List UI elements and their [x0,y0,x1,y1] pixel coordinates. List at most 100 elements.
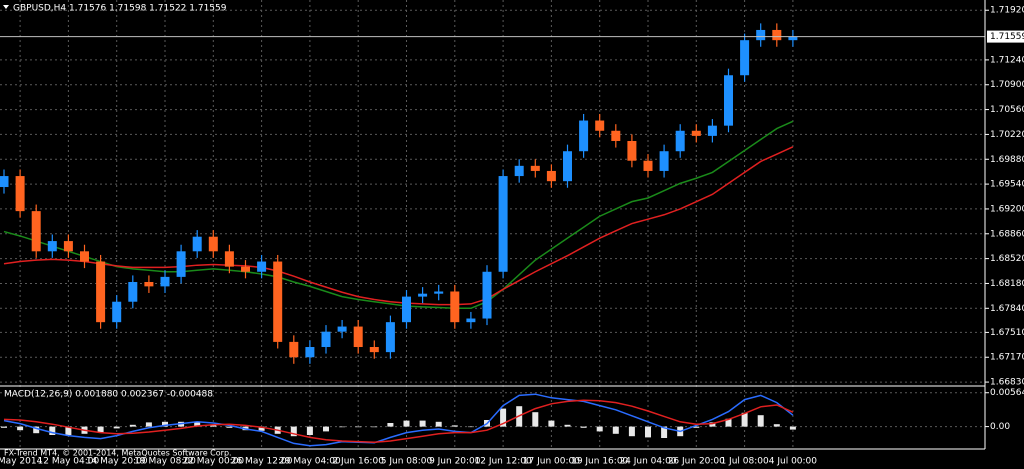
x-tick-label: 12 Jun 12:00 [475,457,532,467]
candle-body [402,296,411,323]
x-tick-label: 12 May 04:00 [38,457,100,467]
candle-body [418,293,428,297]
x-tick-label: 24 Jun 04:00 [619,457,676,467]
histogram-bar [355,426,362,428]
histogram-bar [467,426,474,428]
candle-body [80,251,89,262]
indicator-line [3,146,794,306]
candle-body [257,261,267,272]
x-tick-label: 29 May 04:00 [279,457,341,467]
y-tick-label: 1.69540 [990,180,1024,190]
y-tick-label: 1.69880 [990,155,1024,165]
y-tick-label: 1.68860 [990,229,1024,239]
candle-body [466,318,476,323]
histogram-bar [693,426,700,428]
candle-body [208,236,218,252]
histogram-bar [645,426,651,438]
candle-body [579,120,589,152]
histogram-bar [741,412,748,427]
histogram-bar [162,421,168,427]
histogram-bar [661,426,668,438]
candle-body [530,165,540,171]
x-tick-label: 5 Jun 08:00 [381,457,433,467]
candle-body [385,322,395,353]
histogram-bar [548,420,555,427]
y-tick-label: 1.71240 [990,55,1024,65]
candle-body [192,236,202,252]
x-tick-label: 22 May 00:00 [182,457,244,467]
candle-body [482,271,492,319]
y-tick-label: 1.71920 [990,6,1024,16]
histogram-bar [113,426,120,429]
candle-body [563,151,572,182]
x-tick-label: 4 Jul 00:00 [769,457,818,467]
candle-body [450,291,460,323]
histogram-bar [339,426,346,428]
indicator-line [3,393,794,447]
x-tick-label: May 2014 [0,457,43,467]
candle-body [643,160,653,171]
histogram-bar [612,426,619,434]
candle-body [353,326,363,348]
candle-body [788,36,798,41]
histogram-bar [258,426,265,431]
y-tick-label: 1.70560 [990,105,1024,115]
histogram-bar [290,426,297,437]
current-price-box [987,30,1024,43]
y-tick-label: 1.67840 [990,304,1024,314]
candle-body [675,130,685,152]
x-tick-label: 1 Jul 08:00 [720,457,769,467]
histogram-bar [306,426,313,435]
mark-layer [0,23,985,447]
candle-body [369,347,379,353]
grid-layer [0,0,985,449]
x-tick-label: 26 Jun 20:00 [668,457,725,467]
menu-triangle [3,5,9,9]
indicator-line [3,120,794,310]
candle-body [772,29,782,41]
histogram-bar [773,424,780,427]
candle-body [224,251,234,267]
histogram-bar [97,426,104,433]
histogram-bar [65,426,72,435]
candle-body [595,120,605,131]
candle-body [756,29,766,41]
candle-body [96,261,106,323]
candle-body [659,151,669,171]
y-tick-label: 1.68520 [990,254,1024,264]
candle-body [241,266,250,272]
histogram-bar [451,425,458,427]
footer: FX-Trend MT4, © 2001-2014, MetaQuotes So… [4,449,232,458]
histogram-bar [419,420,426,427]
candle-body [63,241,73,252]
candle-body [514,165,524,177]
histogram-bar [709,422,716,427]
candle-body [707,125,717,136]
macd-header: MACD(12,26,9) 0.001880 0.002367 -0.00048… [4,390,213,400]
candle-body [15,176,25,212]
x-tick-label: 19 Jun 16:00 [571,457,628,467]
histogram-bar [532,412,539,427]
histogram-bar [387,423,394,427]
histogram-bar [725,418,732,427]
candle-body [627,140,637,161]
candle-body [724,75,733,126]
candle-body [128,281,138,302]
histogram-bar [580,426,587,428]
histogram-bar [628,426,635,437]
candle-body [740,40,750,76]
candle-body [176,251,186,277]
y-tick-label: 1.67510 [990,328,1024,338]
y-tick-label: 0.00 [990,422,1010,432]
candle-body [31,211,41,252]
candle-body [160,276,170,287]
candle-body [0,176,9,188]
indicator-line [3,399,794,443]
chart-header: GBPUSD,H4 1.71576 1.71598 1.71522 1.7155… [13,4,227,14]
candle-body [47,241,57,252]
histogram-bar [500,408,507,427]
histogram-bar [194,422,201,427]
histogram-bar [564,424,571,427]
